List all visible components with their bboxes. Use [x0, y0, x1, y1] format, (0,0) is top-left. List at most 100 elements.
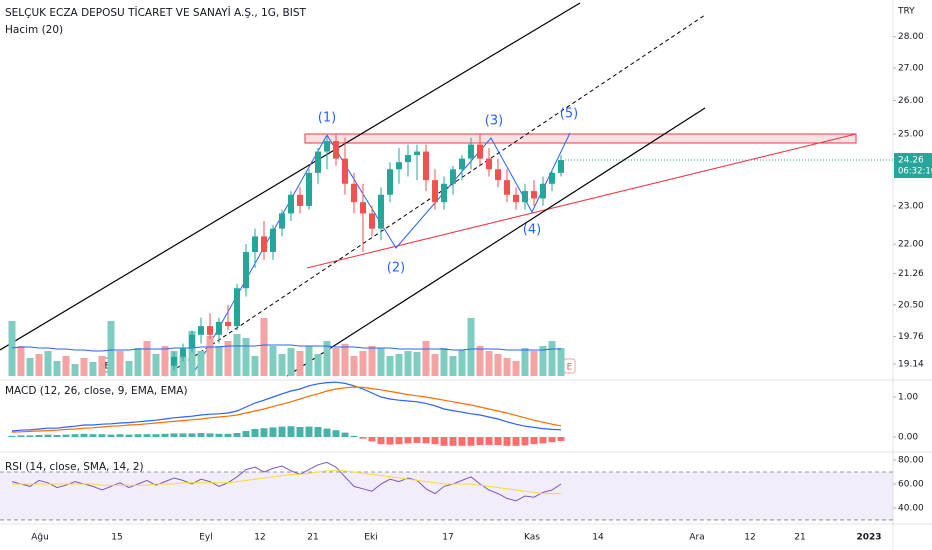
volume-bar: [413, 352, 421, 376]
macd-histogram-bar: [476, 437, 484, 445]
macd-histogram-bar: [71, 434, 79, 437]
countdown: 06:32:10: [898, 167, 932, 177]
wave-label: (5): [560, 107, 578, 122]
volume-bar: [116, 351, 124, 376]
macd-histogram-bar: [17, 435, 25, 437]
macd-histogram-bar: [341, 432, 349, 437]
volume-bar: [305, 346, 313, 376]
macd-histogram-bar: [449, 437, 457, 446]
macd-histogram-bar: [359, 437, 367, 439]
channel-lower: [286, 107, 706, 377]
macd-histogram-bar: [62, 434, 70, 437]
macd-histogram-bar: [512, 437, 520, 446]
volume-bar: [260, 318, 268, 376]
candle-body: [441, 183, 447, 203]
macd-histogram-bar: [431, 437, 439, 445]
chart-title: SELÇUK ECZA DEPOSU TİCARET VE SANAYİ A.Ş…: [5, 6, 307, 19]
x-tick-label: 21: [307, 533, 318, 543]
macd-histogram-bar: [143, 434, 151, 437]
candle-body: [306, 172, 312, 206]
volume-bar: [161, 346, 169, 376]
volume-bar: [404, 351, 412, 376]
last-price-label: 24.26: [898, 156, 924, 166]
volume-bar: [278, 354, 286, 376]
macd-histogram-bar: [467, 437, 475, 446]
volume-bar: [467, 318, 475, 376]
volume-bar: [35, 354, 43, 376]
macd-histogram-bar: [314, 427, 322, 437]
volume-bar: [386, 356, 394, 376]
candle-body: [513, 194, 519, 203]
volume-bar: [269, 346, 277, 376]
volume-bar: [449, 356, 457, 376]
macd-histogram-bar: [125, 434, 133, 437]
volume-bar: [206, 336, 214, 376]
x-tick-label: 14: [592, 533, 604, 543]
candle-body: [387, 169, 393, 195]
macd-histogram-bar: [440, 437, 448, 446]
macd-histogram-bar: [395, 437, 403, 445]
macd-histogram-bar: [161, 433, 169, 437]
volume-bar: [458, 350, 466, 376]
x-tick-label: 17: [442, 533, 453, 543]
y-tick-label: 25.00: [898, 130, 924, 140]
volume-bar: [143, 341, 151, 376]
macd-histogram-bar: [494, 437, 502, 445]
volume-bar: [197, 351, 205, 376]
volume-bar: [224, 341, 232, 376]
macd-histogram-bar: [521, 437, 529, 446]
x-tick-label: 21: [794, 533, 805, 543]
candle-body: [171, 356, 177, 366]
macd-histogram-bar: [260, 428, 268, 437]
macd-histogram-bar: [530, 437, 538, 445]
volume-bar: [494, 354, 502, 376]
candle-body: [495, 169, 501, 181]
macd-histogram-bar: [206, 433, 214, 437]
candle-body: [270, 228, 276, 253]
volume-bar: [44, 351, 52, 376]
y-tick-label: 0.00: [898, 433, 918, 443]
channel-upper: [0, 2, 581, 351]
candle-body: [432, 180, 438, 203]
y-tick-label: 27.00: [898, 63, 924, 73]
volume-bar: [548, 341, 556, 376]
volume-bar: [485, 351, 493, 376]
rsi-band: [0, 472, 893, 520]
candle-body: [378, 194, 384, 229]
volume-bar: [53, 361, 61, 376]
candle-body: [279, 213, 285, 229]
candle-body: [189, 334, 195, 348]
macd-histogram-bar: [377, 437, 385, 445]
volume-bar: [215, 346, 223, 376]
macd-histogram-bar: [350, 435, 358, 437]
y-tick-label: 26.00: [898, 96, 924, 106]
macd-histogram-bar: [188, 433, 196, 437]
macd-histogram-bar: [98, 434, 106, 437]
candle-body: [180, 347, 186, 357]
volume-bar: [296, 351, 304, 376]
macd-histogram-bar: [278, 426, 286, 437]
macd-histogram-bar: [242, 431, 250, 437]
candle-body: [315, 151, 321, 173]
volume-bar: [125, 361, 133, 376]
resistance-zone: [304, 133, 857, 144]
volume-bar: [314, 354, 322, 376]
macd-histogram-bar: [296, 427, 304, 437]
volume-bar: [26, 358, 34, 376]
volume-bar: [368, 346, 376, 376]
volume-bar: [134, 348, 142, 376]
y-tick-label: 40.00: [898, 503, 924, 513]
candle-body: [225, 321, 231, 327]
volume-bar: [71, 364, 79, 376]
candle-body: [198, 326, 204, 335]
macd-histogram-bar: [485, 437, 493, 445]
volume-bar: [233, 334, 241, 376]
macd-histogram-bar: [197, 433, 205, 437]
candle-body: [405, 155, 411, 163]
x-tick-label: 15: [111, 533, 122, 543]
wave-label: (4): [523, 223, 541, 238]
candle-body: [504, 180, 510, 195]
macd-histogram-bar: [386, 437, 394, 445]
candle-body: [549, 172, 555, 184]
volume-bar: [557, 348, 565, 376]
